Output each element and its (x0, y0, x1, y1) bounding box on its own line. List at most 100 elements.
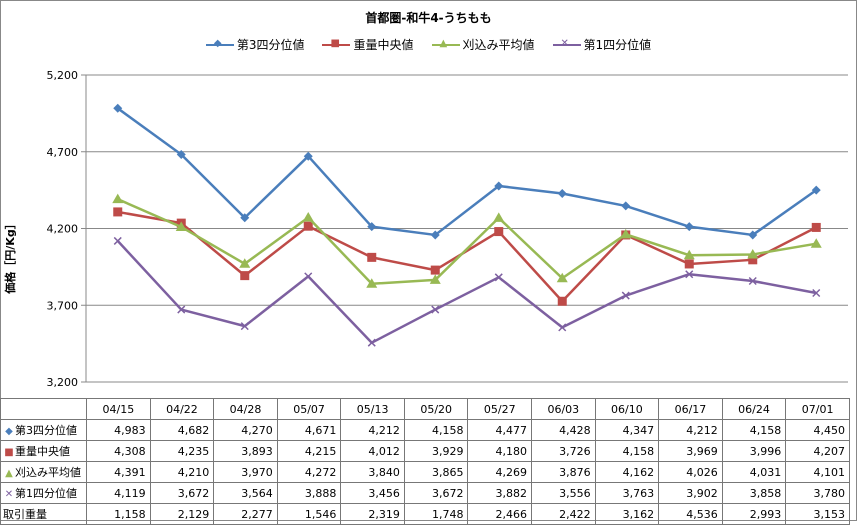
data-point (431, 305, 440, 314)
data-label: 4,101 (785, 461, 850, 483)
data-point (556, 272, 568, 283)
table-row: ▲ 刈込み平均値 4,391 4,210 3,970 4,272 3,840 3,865 4,2… (0, 461, 850, 483)
data-label: 3,840 (340, 461, 405, 483)
legend-swatch: ■ (322, 38, 351, 49)
data-label: 4,536 (658, 503, 723, 525)
data-label: 4,272 (276, 461, 342, 483)
data-label: 3,763 (594, 482, 660, 504)
data-point (429, 274, 441, 284)
legend-swatch: ◆ (205, 38, 234, 49)
data-label: 2,993 (721, 503, 787, 525)
data-label: 1,748 (403, 503, 469, 525)
data-label: 4,162 (594, 461, 660, 483)
legend-swatch: ▲ (431, 38, 460, 49)
data-point (685, 270, 694, 279)
series-line (116, 240, 817, 344)
data-point (494, 273, 503, 282)
data-label: 3,882 (467, 482, 533, 504)
data-point (494, 181, 504, 191)
data-point (112, 193, 124, 204)
data-point (494, 227, 504, 237)
data-point (812, 288, 821, 298)
data-label: 4,269 (467, 461, 533, 483)
legend: ◆ 第3四分位値 ■ 重量中央値 ▲ 刈込み平均値 ✕ 第1四分位値 (0, 36, 857, 53)
data-label: 3,902 (658, 482, 723, 504)
data-label: 4,031 (721, 461, 787, 483)
x-tick-label: 05/13 (340, 398, 405, 420)
data-point (748, 255, 758, 265)
data-point (557, 189, 567, 199)
data-label: 3,876 (531, 461, 596, 483)
data-point (810, 238, 822, 248)
data-label: 4,158 (721, 419, 787, 441)
data-label: 4,158 (594, 440, 660, 462)
data-point (493, 212, 505, 222)
data-label: 4,212 (340, 419, 405, 441)
data-point (240, 322, 249, 331)
data-label: 3,564 (213, 482, 278, 504)
data-label: 4,450 (785, 419, 850, 441)
legend-swatch: ✕ (552, 38, 581, 49)
y-tick-label: 4,200 (47, 223, 79, 236)
x-tick-label: 06/03 (531, 398, 596, 420)
data-label: 3,153 (785, 503, 850, 525)
data-point (747, 248, 759, 259)
plot-area: 3,200 3,700 4,200 4,700 5,200 (47, 69, 848, 389)
data-label: 4,347 (594, 419, 660, 441)
y-tick-label: 3,200 (47, 376, 79, 389)
data-point (367, 338, 376, 347)
data-label: 4,671 (276, 419, 342, 441)
data-label: 2,466 (467, 503, 533, 525)
legend-item: ■ 重量中央値 (322, 36, 414, 53)
data-point (302, 211, 314, 222)
data-label: 3,969 (658, 440, 723, 462)
data-point (748, 276, 757, 286)
data-point (558, 323, 567, 332)
data-point (811, 185, 821, 195)
table-row: ■重量中央値 4,308 4,235 3,893 4,215 4,012 3,929 4,18… (0, 440, 850, 462)
data-label: 4,682 (149, 419, 215, 441)
data-label: 4,477 (467, 419, 533, 441)
data-label: 3,672 (403, 482, 469, 504)
data-point (177, 305, 186, 314)
data-label: 3,726 (531, 440, 596, 462)
series-line (117, 107, 817, 237)
data-label: 4,428 (531, 419, 596, 441)
y-tick-label: 5,200 (47, 69, 79, 82)
row-header: ■重量中央値 (0, 440, 88, 462)
row-header: ◆ 第3四分位値 (0, 419, 88, 441)
data-point (430, 230, 440, 240)
row-header: ✕ 第1四分位値 (0, 482, 88, 504)
data-label: 4,270 (213, 419, 278, 441)
table-corner (0, 398, 88, 420)
data-label: 3,888 (276, 482, 342, 504)
x-tick-label: 06/24 (721, 398, 787, 420)
legend-item: ◆ 第3四分位値 (205, 36, 304, 53)
legend-item: ▲ 刈込み平均値 (431, 36, 535, 53)
data-label: 3,456 (340, 482, 405, 504)
data-point (113, 236, 122, 245)
data-point (240, 271, 250, 281)
table-row: ✕ 第1四分位値 4,119 3,672 3,564 3,888 3,456 3,672 3,8… (0, 482, 850, 504)
x-tick-label: 06/10 (594, 398, 660, 420)
data-label: 3,970 (213, 461, 278, 483)
data-label: 1,546 (276, 503, 342, 525)
data-point (366, 278, 378, 288)
data-label: 4,012 (340, 440, 405, 462)
x-tick-label: 06/17 (658, 398, 723, 420)
data-point (113, 103, 123, 113)
data-label: 4,026 (658, 461, 723, 483)
data-label: 3,996 (721, 440, 787, 462)
data-label: 2,277 (213, 503, 278, 525)
x-tick-label: 04/28 (213, 398, 278, 420)
series-line (117, 210, 817, 303)
data-label: 4,158 (403, 419, 469, 441)
data-point (811, 222, 821, 232)
table-row: 取引重量 1,158 2,129 2,277 1,546 2,319 1,748 2,466 2… (0, 503, 850, 525)
legend-item: ✕ 第1四分位値 (552, 36, 651, 53)
y-tick-label: 4,700 (47, 146, 79, 159)
series-line (117, 198, 817, 286)
data-label: 3,865 (403, 461, 469, 483)
data-point (748, 230, 758, 240)
data-point (430, 265, 440, 275)
